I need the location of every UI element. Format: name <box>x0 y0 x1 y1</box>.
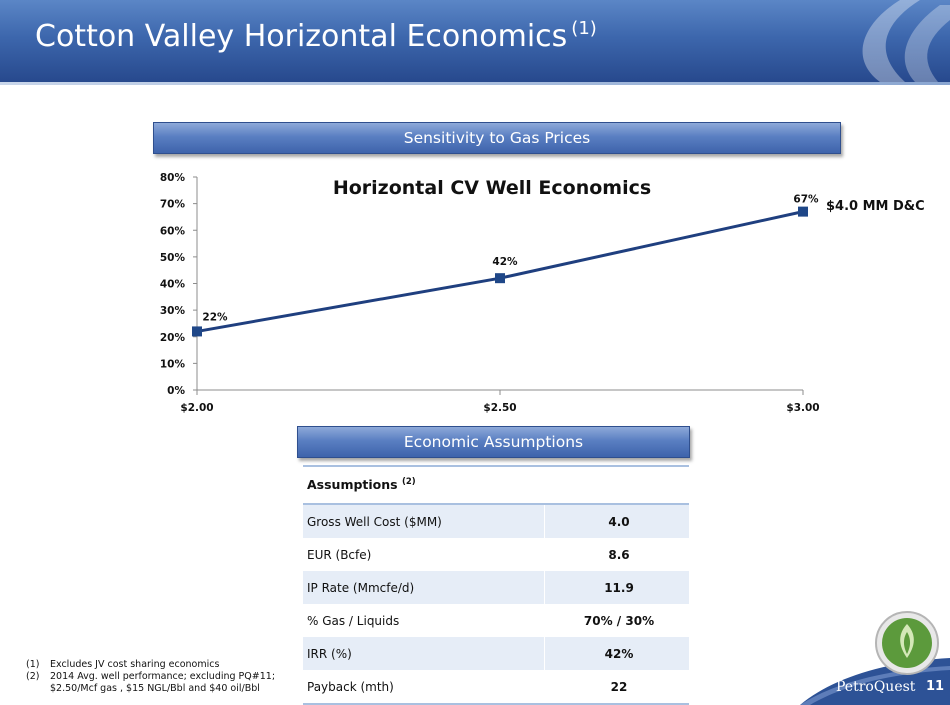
data-point <box>495 273 505 284</box>
table-row: % Gas / Liquids 70% / 30% <box>303 604 689 637</box>
sensitivity-banner: Sensitivity to Gas Prices <box>153 122 841 154</box>
y-tick-label: 30% <box>160 305 186 317</box>
series-line <box>196 210 804 333</box>
row-label: IP Rate (Mmcfe/d) <box>303 571 545 604</box>
table-row: Gross Well Cost ($MM) 4.0 <box>303 504 689 538</box>
table-row: Payback (mth) 22 <box>303 670 689 705</box>
chart-callout: $4.0 MM D&C <box>826 199 925 214</box>
y-tick-label: 80% <box>160 172 186 184</box>
y-tick-label: 50% <box>160 252 186 264</box>
data-point <box>798 206 808 217</box>
data-label: 42% <box>492 256 518 268</box>
y-tick-label: 70% <box>160 199 186 211</box>
x-tick-label: $2.00 <box>180 402 213 414</box>
chart-title: Horizontal CV Well Economics <box>333 177 651 199</box>
row-value: 70% / 30% <box>544 604 689 637</box>
row-value: 22 <box>544 670 689 705</box>
row-value: 42% <box>544 637 689 670</box>
flame-watermark-icon <box>862 0 950 82</box>
data-label: 22% <box>202 311 228 323</box>
footnote: (1) Excludes JV cost sharing economics <box>26 659 220 670</box>
row-label: IRR (%) <box>303 637 545 670</box>
row-label: Gross Well Cost ($MM) <box>303 504 545 538</box>
assumptions-table: Assumptions (2) Gross Well Cost ($MM) 4.… <box>303 465 689 705</box>
footer-brand: PetroQuest <box>836 679 916 695</box>
table-header: Assumptions (2) <box>303 465 689 505</box>
y-tick-label: 10% <box>160 358 186 370</box>
y-tick-label: 0% <box>167 385 185 397</box>
data-label: 67% <box>793 194 819 206</box>
header-bar <box>0 0 950 82</box>
footnote: (2) 2014 Avg. well performance; excludin… <box>26 671 276 694</box>
irr-line-chart: Horizontal CV Well Economics 0% 10% 20% 30%… <box>160 172 925 414</box>
y-tick-label: 20% <box>160 332 186 344</box>
table-row: IRR (%) 42% <box>303 637 689 670</box>
y-tick-label: 40% <box>160 279 186 291</box>
x-tick-label: $2.50 <box>483 402 516 414</box>
header-divider <box>0 82 950 85</box>
row-value: 11.9 <box>544 571 689 604</box>
y-tick-label: 60% <box>160 225 186 237</box>
row-label: Payback (mth) <box>303 670 545 705</box>
x-tick-label: $3.00 <box>786 402 819 414</box>
petroquest-logo-icon <box>875 611 939 675</box>
page-number: 11 <box>926 679 945 694</box>
footnotes: (1) Excludes JV cost sharing economics (… <box>26 659 286 695</box>
data-point <box>192 326 202 337</box>
row-value: 4.0 <box>544 504 689 538</box>
table-header-row: Assumptions (2) <box>303 465 689 505</box>
page-title: Cotton Valley Horizontal Economics (1) <box>35 18 597 54</box>
row-value: 8.6 <box>544 538 689 571</box>
assumptions-banner: Economic Assumptions <box>297 426 690 458</box>
table-row: IP Rate (Mmcfe/d) 11.9 <box>303 571 689 604</box>
table-row: EUR (Bcfe) 8.6 <box>303 538 689 571</box>
row-label: EUR (Bcfe) <box>307 547 372 562</box>
row-label: % Gas / Liquids <box>307 613 400 628</box>
